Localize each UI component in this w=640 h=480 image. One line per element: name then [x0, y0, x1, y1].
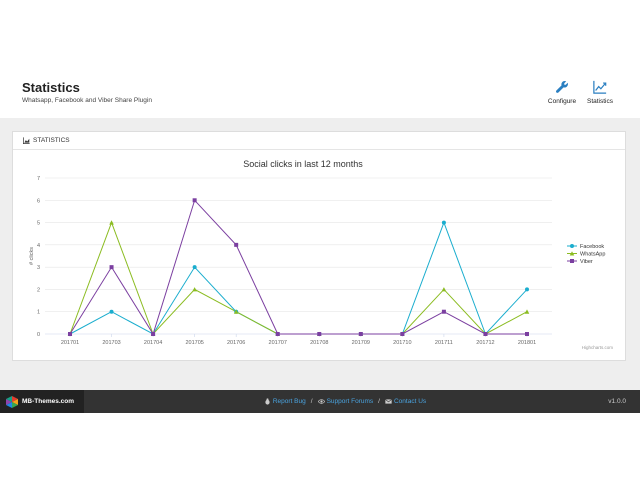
link-separator: / [378, 398, 380, 405]
panel-heading: STATISTICS [13, 132, 625, 150]
x-tick-label: 201705 [185, 340, 203, 346]
x-tick-label: 201712 [476, 340, 494, 346]
line-chart-icon [593, 80, 607, 94]
x-tick-label: 201703 [102, 340, 120, 346]
data-point-whatsapp [192, 287, 197, 292]
data-point-viber [400, 332, 405, 336]
legend-item-viber[interactable]: Viber [567, 259, 593, 265]
data-point-viber [358, 332, 363, 336]
data-point-viber [68, 332, 72, 336]
series-line-whatsapp [69, 221, 528, 335]
data-point-viber [275, 332, 280, 336]
chart-credits[interactable]: Highcharts.com [582, 345, 614, 350]
y-tick-label: 6 [37, 198, 40, 204]
data-point-whatsapp [524, 309, 530, 314]
link-separator: / [310, 398, 313, 405]
data-point-viber [109, 265, 114, 270]
data-point-viber [234, 242, 239, 247]
data-point-whatsapp [109, 220, 114, 225]
legend-label: WhatsApp [580, 252, 605, 258]
x-tick-label: 201704 [144, 340, 162, 346]
version-label: v1.0.0 [608, 398, 626, 405]
series-line-facebook [69, 221, 528, 335]
statistics-label: Statistics [586, 98, 613, 105]
y-tick-label: 2 [37, 287, 40, 293]
data-point-facebook [441, 220, 446, 225]
y-tick-label: 3 [37, 265, 40, 271]
brand-link[interactable]: MB-Themes.com [0, 390, 84, 413]
page-title: Statistics [22, 80, 80, 95]
configure-label: Configure [547, 98, 577, 105]
legend-marker-whatsapp [569, 251, 575, 256]
x-tick-label: 201711 [435, 340, 453, 346]
page-header: Statistics Whatsapp, Facebook and Viber … [0, 0, 640, 118]
y-tick-label: 1 [37, 310, 40, 316]
data-point-facebook [109, 309, 114, 314]
x-tick-label: 201709 [352, 340, 370, 346]
legend-label: Facebook [580, 244, 604, 250]
support-forums-label: Support Forums [326, 398, 374, 405]
x-tick-label: 201701 [61, 340, 79, 346]
y-tick-label: 4 [37, 243, 40, 249]
contact-us-label: Contact Us [393, 398, 427, 405]
report-bug-link[interactable]: Report Bug [264, 398, 306, 405]
legend-item-facebook[interactable]: Facebook [567, 244, 604, 250]
statistics-panel: STATISTICS [12, 131, 626, 361]
x-tick-label: 201707 [269, 340, 287, 346]
x-tick-label: 201706 [227, 340, 245, 346]
x-tick-label: 201801 [518, 340, 536, 346]
data-point-viber [525, 332, 529, 336]
page-subtitle: Whatsapp, Facebook and Viber Share Plugi… [22, 97, 152, 104]
y-tick-label: 0 [37, 332, 40, 338]
panel-heading-text: STATISTICS [33, 137, 70, 144]
area-chart-icon [23, 137, 30, 144]
data-point-viber [483, 332, 488, 336]
contact-us-link[interactable]: Contact Us [385, 398, 426, 405]
brand-name: MB-Themes.com [22, 398, 75, 405]
wrench-icon [556, 81, 568, 93]
y-tick-label: 7 [37, 176, 40, 182]
data-point-facebook [192, 265, 197, 270]
data-point-whatsapp [233, 309, 239, 314]
chart-title: Social clicks in last 12 months [243, 159, 363, 169]
envelope-icon [385, 399, 392, 404]
social-clicks-chart: Social clicks in last 12 months # clicks… [29, 159, 614, 350]
legend-marker-facebook [570, 244, 574, 248]
footer-links: Report Bug / Support Forums / Contact Us [0, 390, 640, 413]
bug-icon [265, 398, 270, 405]
x-tick-label: 201708 [310, 340, 328, 346]
data-point-viber [441, 309, 446, 314]
legend-item-whatsapp[interactable]: WhatsApp [567, 251, 605, 258]
legend-label: Viber [580, 259, 593, 265]
eye-icon [317, 399, 325, 404]
report-bug-label: Report Bug [272, 398, 306, 405]
support-forums-link[interactable]: Support Forums [317, 398, 374, 405]
data-point-facebook [525, 287, 529, 292]
data-point-viber [317, 332, 322, 336]
x-tick-label: 201710 [393, 340, 411, 346]
statistics-button[interactable]: Statistics [580, 80, 620, 108]
series-line-viber [69, 199, 527, 336]
legend-marker-viber [570, 259, 574, 263]
data-point-viber [192, 198, 197, 203]
configure-button[interactable]: Configure [542, 80, 582, 108]
data-point-whatsapp [441, 287, 447, 292]
y-tick-label: 5 [37, 221, 40, 227]
footer: MB-Themes.com Report Bug / Support Forum… [0, 390, 640, 413]
data-point-viber [151, 332, 156, 336]
mb-themes-logo-icon [6, 395, 18, 408]
y-axis-label: # clicks [29, 247, 35, 265]
